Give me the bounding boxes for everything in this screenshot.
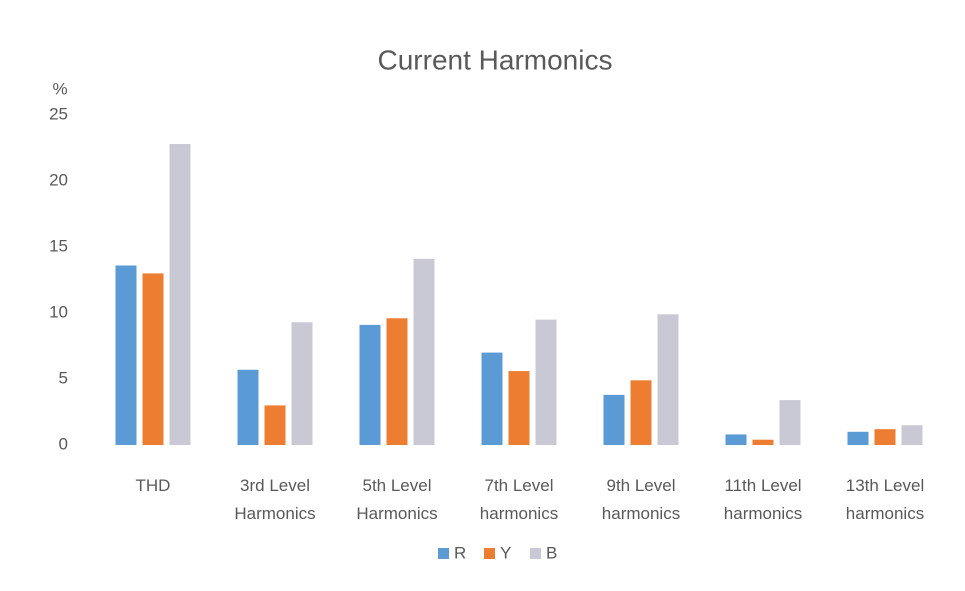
y-tick-label: 0 — [59, 434, 68, 453]
bar — [169, 144, 191, 446]
bar — [386, 318, 408, 445]
y-tick-label: 25 — [49, 104, 68, 123]
bar — [413, 258, 435, 445]
bar — [291, 322, 313, 445]
x-tick-label: 13th Level harmonics — [845, 476, 925, 523]
y-tick-label: 20 — [49, 170, 68, 189]
legend-label: B — [546, 543, 557, 562]
legend-label: R — [454, 543, 466, 562]
x-tick-label: 7th Level harmonics — [479, 476, 559, 523]
y-tick-label: 5 — [59, 368, 68, 387]
x-tick-label: 9th Level harmonics — [601, 476, 681, 523]
bar — [508, 371, 530, 445]
bar — [779, 400, 801, 445]
legend-swatch — [484, 548, 495, 559]
bar — [752, 439, 774, 445]
bar — [142, 273, 164, 445]
bar — [874, 429, 896, 445]
bar — [901, 425, 923, 445]
x-tick-label: 3rd Level Harmonics — [234, 476, 316, 523]
x-tick-label: 11th Level harmonics — [723, 476, 803, 523]
bar — [359, 324, 381, 445]
y-tick-label: 15 — [49, 236, 68, 255]
y-tick-label: 10 — [49, 302, 68, 321]
bar — [847, 431, 869, 445]
bar — [535, 319, 557, 445]
x-tick-label: 5th Level Harmonics — [356, 476, 438, 523]
x-tick-label: THD — [135, 476, 171, 495]
bar — [481, 352, 503, 445]
legend-label: Y — [500, 543, 511, 562]
y-axis-label: % — [52, 79, 67, 98]
bar — [725, 434, 747, 445]
bar — [264, 405, 286, 445]
legend-swatch — [438, 548, 449, 559]
bar — [237, 369, 259, 445]
bar — [603, 394, 625, 445]
legend-swatch — [530, 548, 541, 559]
bar — [630, 380, 652, 445]
bar — [657, 314, 679, 445]
chart-title: Current Harmonics — [378, 44, 613, 75]
bar — [115, 265, 137, 445]
